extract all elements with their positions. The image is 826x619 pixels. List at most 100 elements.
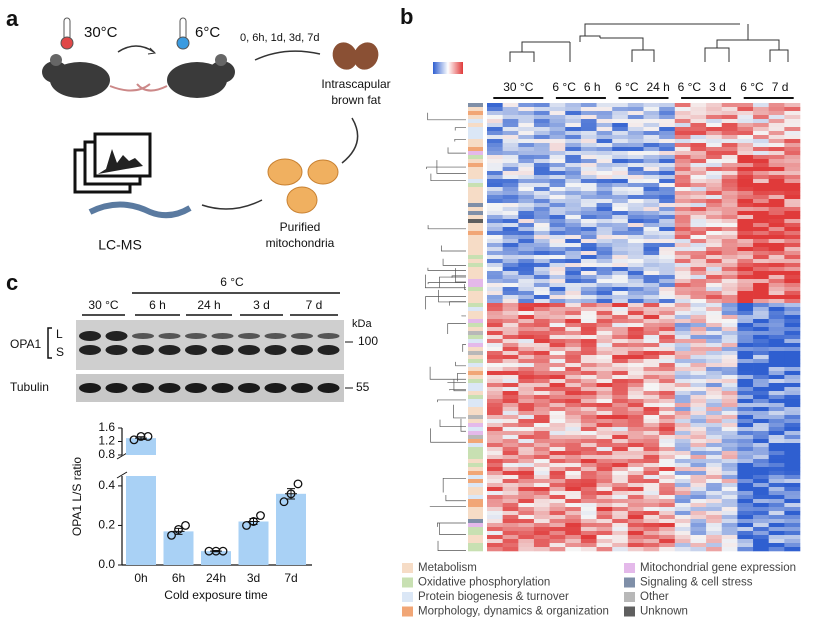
heatmap-cell — [659, 479, 676, 484]
heatmap-cell — [533, 355, 550, 360]
row-annotation — [468, 235, 483, 240]
heatmap-cell — [627, 275, 644, 280]
heatmap-cell — [565, 267, 582, 272]
heatmap-cell — [502, 259, 519, 264]
heatmap-cell — [784, 395, 801, 400]
heatmap-cell — [627, 519, 644, 524]
row-dendrogram — [447, 323, 466, 334]
heatmap-cell — [580, 147, 597, 152]
heatmap-cell — [627, 371, 644, 376]
heatmap-cell — [690, 283, 707, 288]
row-dendrogram — [453, 379, 466, 392]
heatmap-cell — [674, 307, 691, 312]
heatmap-cell — [690, 363, 707, 368]
heatmap-cell — [737, 351, 754, 356]
heatmap-cell — [487, 239, 503, 244]
heatmap-cell — [674, 467, 691, 472]
heatmap-cell — [580, 431, 597, 436]
heatmap-cell — [659, 291, 676, 296]
heatmap-cell — [487, 363, 503, 368]
row-dendrogram — [437, 540, 466, 551]
heatmap-cell — [768, 123, 785, 128]
heatmap-cell — [784, 255, 801, 260]
mitochondria — [267, 158, 339, 214]
row-annotation — [468, 367, 483, 372]
legend-label: Signaling & cell stress — [640, 577, 753, 589]
heatmap-cell — [487, 479, 503, 484]
heatmap-cell — [737, 315, 754, 320]
heatmap-cell — [674, 203, 691, 208]
heatmap-cell — [612, 387, 629, 392]
heatmap-cell — [784, 475, 801, 480]
row-annotation — [468, 431, 483, 436]
heatmap-cell — [768, 111, 785, 116]
heatmap-cell — [768, 259, 785, 264]
heatmap-cell — [533, 491, 550, 496]
x-label: Cold exposure time — [164, 588, 268, 602]
heatmap-cell — [627, 171, 644, 176]
heatmap-cell — [659, 171, 676, 176]
heatmap-cell — [737, 279, 754, 284]
heatmap-cell — [627, 183, 644, 188]
heatmap-cell — [768, 423, 785, 428]
heatmap-cell — [643, 179, 660, 184]
band — [238, 383, 260, 393]
heatmap-cell — [518, 295, 535, 300]
heatmap-cell — [674, 423, 691, 428]
heatmap-cell — [659, 247, 676, 252]
heatmap-cell — [721, 439, 738, 444]
heatmap-cell — [768, 379, 785, 384]
row-annotation — [468, 115, 483, 120]
heatmap-cell — [784, 423, 801, 428]
heatmap-cell — [706, 119, 723, 124]
row-annotation — [468, 487, 483, 492]
heatmap-cell — [643, 423, 660, 428]
band — [264, 383, 287, 393]
heatmap-cell — [533, 459, 550, 464]
heatmap-cell — [706, 479, 723, 484]
heatmap-cell — [753, 115, 769, 120]
heatmap-cell — [690, 387, 707, 392]
heatmap-cell — [674, 427, 691, 432]
heatmap-cell — [784, 543, 801, 548]
heatmap-cell — [659, 223, 676, 228]
heatmap-cell — [737, 475, 754, 480]
heatmap-cell — [580, 483, 597, 488]
heatmap-cell — [487, 139, 503, 144]
heatmap-cell — [518, 303, 535, 308]
heatmap-cell — [737, 375, 754, 380]
heatmap-cell — [737, 199, 754, 204]
heatmap-cell — [753, 475, 769, 480]
heatmap-cell — [737, 447, 754, 452]
heatmap-cell — [487, 103, 503, 108]
heatmap-cell — [612, 127, 629, 132]
heatmap-cell — [518, 375, 535, 380]
heatmap-cell — [737, 491, 754, 496]
heatmap-cell — [690, 487, 707, 492]
heatmap-cell — [659, 227, 676, 232]
heatmap-cell — [596, 351, 613, 356]
heatmap-cell — [518, 383, 535, 388]
heatmap-cell — [721, 307, 738, 312]
heatmap-cell — [659, 347, 676, 352]
heatmap-cell — [627, 347, 644, 352]
heatmap-cell — [502, 423, 519, 428]
heatmap-cell — [533, 235, 550, 240]
heatmap-cell — [784, 447, 801, 452]
heatmap-cell — [487, 347, 503, 352]
heatmap-cell — [768, 411, 785, 416]
heatmap-cell — [596, 107, 613, 112]
band — [238, 333, 260, 339]
heatmap-cell — [565, 283, 582, 288]
heatmap-cell — [690, 315, 707, 320]
heatmap-cell — [706, 147, 723, 152]
heatmap-cell — [737, 443, 754, 448]
heatmap-cell — [533, 523, 550, 528]
heatmap-cell — [565, 411, 582, 416]
heatmap-cell — [674, 223, 691, 228]
heatmap-cell — [565, 307, 582, 312]
heatmap-cell — [690, 259, 707, 264]
row-dendrogram — [427, 225, 466, 230]
heatmap-cell — [612, 515, 629, 520]
heatmap-cell — [737, 439, 754, 444]
